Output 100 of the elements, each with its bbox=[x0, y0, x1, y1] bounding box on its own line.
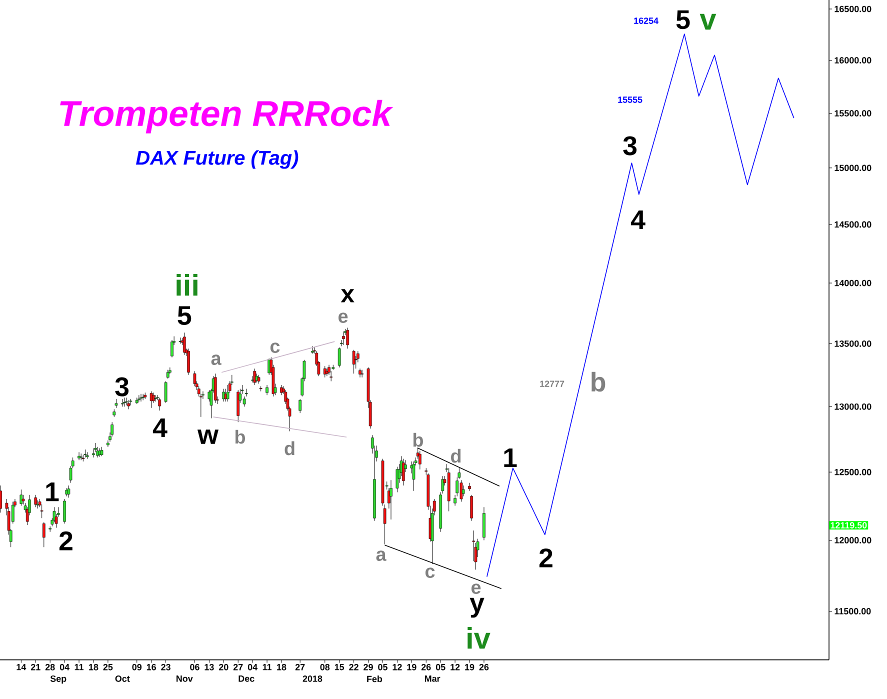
candlestick bbox=[236, 390, 240, 422]
candlestick bbox=[170, 340, 174, 358]
x-tick-label: 26 bbox=[421, 664, 431, 670]
x-tick-label: 04 bbox=[60, 664, 70, 670]
candlestick bbox=[460, 480, 463, 502]
candlestick bbox=[326, 368, 328, 376]
y-tick-label: 12000.00 bbox=[834, 537, 872, 544]
x-tick-label: 27 bbox=[295, 664, 305, 670]
candlestick bbox=[338, 347, 341, 368]
annotation: iv bbox=[468, 626, 490, 649]
candlestick bbox=[63, 498, 66, 524]
candlestick bbox=[125, 397, 128, 406]
x2-tick-label: Nov bbox=[176, 676, 193, 682]
candlestick bbox=[266, 384, 268, 396]
candlestick bbox=[164, 380, 168, 404]
candlestick bbox=[138, 394, 140, 402]
candlestick bbox=[226, 384, 230, 402]
x-tick-label: 08 bbox=[320, 664, 330, 670]
x-tick-label: 25 bbox=[103, 664, 113, 670]
annotation: e bbox=[471, 584, 481, 594]
x-tick-label: 20 bbox=[218, 664, 228, 670]
x-tick-label: 28 bbox=[45, 664, 55, 670]
x-tick-label: 05 bbox=[436, 664, 446, 670]
annotation: c bbox=[270, 342, 280, 353]
x2-tick-label: Mar bbox=[424, 676, 440, 682]
x-tick-label: 16 bbox=[146, 664, 156, 670]
candlestick bbox=[42, 522, 46, 548]
candlestick bbox=[214, 373, 217, 404]
line-series bbox=[486, 34, 794, 578]
candlestick bbox=[412, 461, 416, 492]
candlestick bbox=[468, 482, 471, 492]
annotation: 15555 bbox=[618, 96, 642, 103]
annotation: x bbox=[340, 289, 354, 302]
candlestick bbox=[158, 397, 162, 411]
x2-tick-label: 2018 bbox=[302, 676, 322, 682]
annotation: y bbox=[470, 598, 484, 618]
y-tick-label: 13500.00 bbox=[834, 340, 872, 347]
x-tick-label: 13 bbox=[204, 664, 214, 670]
x-tick-label: 05 bbox=[378, 664, 388, 670]
x2-tick-label: Sep bbox=[50, 676, 66, 684]
x-tick-label: 19 bbox=[407, 664, 416, 670]
candlestick bbox=[242, 396, 246, 407]
annotation: b bbox=[413, 432, 423, 447]
x-tick-label: 12 bbox=[392, 664, 402, 670]
text: DAX Future (Tag) bbox=[136, 150, 298, 169]
y-tick-label: 13000.00 bbox=[834, 403, 872, 410]
x2-tick-label: Feb bbox=[367, 676, 382, 682]
candlestick bbox=[298, 398, 302, 414]
candlestick bbox=[34, 494, 38, 508]
annotation: d bbox=[451, 448, 461, 463]
y-tick-label: 16000.00 bbox=[834, 57, 872, 64]
y-tick-label: 14000.00 bbox=[834, 280, 872, 286]
annotation: 1 bbox=[504, 448, 517, 468]
candlestick bbox=[470, 494, 473, 522]
candlestick bbox=[0, 485, 2, 513]
y-tick-label: 16500.00 bbox=[834, 6, 872, 12]
candlestick bbox=[396, 466, 399, 492]
candlestick bbox=[142, 394, 144, 400]
x-tick-label: 19 bbox=[465, 664, 474, 670]
annotation: 16254 bbox=[634, 18, 658, 24]
y-tick-label: 11500.00 bbox=[834, 608, 871, 614]
x-tick-label: 26 bbox=[479, 664, 489, 670]
annotation: 2 bbox=[539, 548, 552, 568]
annotation: b bbox=[592, 372, 606, 392]
candlestick bbox=[346, 327, 350, 349]
candlestick bbox=[390, 480, 392, 520]
annotation: a bbox=[211, 354, 222, 366]
x-tick-label: 15 bbox=[334, 664, 344, 670]
x2-tick-label: Oct bbox=[115, 676, 130, 682]
candlestick bbox=[402, 458, 405, 486]
annotation: 12777 bbox=[540, 380, 564, 387]
y-tick-label: 15500.00 bbox=[834, 110, 872, 116]
x-tick-label: 06 bbox=[190, 664, 200, 670]
annotation: b bbox=[235, 430, 246, 444]
annotation: 4 bbox=[630, 210, 646, 230]
y-tick-label: 15000.00 bbox=[834, 164, 872, 172]
annotation: 2 bbox=[59, 531, 72, 550]
x-tick-label: 09 bbox=[132, 664, 142, 670]
x-tick-label: 12 bbox=[450, 664, 460, 670]
candlestick bbox=[462, 485, 465, 497]
annotation: d bbox=[284, 441, 294, 456]
candlestick bbox=[140, 394, 142, 402]
candlestick bbox=[193, 370, 196, 386]
candlestick bbox=[259, 386, 262, 392]
text: 12119.50 bbox=[830, 522, 867, 528]
annotation: 5 bbox=[676, 10, 690, 30]
annotation: a bbox=[376, 550, 386, 561]
annotation: 4 bbox=[152, 418, 168, 438]
annotation: 3 bbox=[623, 136, 637, 156]
annotation: c bbox=[425, 568, 435, 578]
x-tick-label: 18 bbox=[277, 664, 286, 670]
candlestick bbox=[323, 366, 326, 378]
annotation: w bbox=[197, 430, 219, 444]
x-tick-label: 22 bbox=[349, 664, 358, 670]
y-tick-label: 14500.00 bbox=[834, 221, 872, 228]
x2-tick-label: Dec bbox=[238, 676, 254, 682]
annotation: e bbox=[338, 312, 348, 323]
annotation: v bbox=[700, 14, 716, 30]
candlestick bbox=[352, 350, 356, 374]
x-tick-label: 11 bbox=[262, 664, 272, 670]
